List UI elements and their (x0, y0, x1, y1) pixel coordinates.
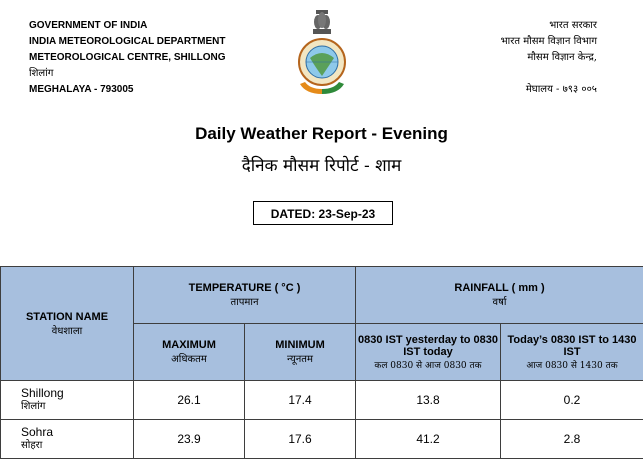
address-en: MEGHALAYA - 793005 (29, 82, 225, 98)
address-hi: मेघालय - ७९३ ००५ (501, 82, 597, 98)
govt-en: GOVERNMENT OF INDIA (29, 18, 225, 34)
govt-hi: भारत सरकार (501, 18, 597, 34)
station-cell: Shillong शिलांग (1, 381, 134, 420)
table-row: Sohra सोहरा 23.9 17.6 41.2 2.8 (1, 420, 643, 459)
header-right: भारत सरकार भारत मौसम विज्ञान विभाग मौसम … (501, 18, 597, 98)
imd-hi: भारत मौसम विज्ञान विभाग (501, 34, 597, 50)
rain-24h-cell: 13.8 (356, 381, 501, 420)
centre-en: METEOROLOGICAL CENTRE, SHILLONG (29, 50, 225, 66)
min-cell: 17.6 (245, 420, 356, 459)
imd-emblem-logo (296, 8, 348, 96)
date-box: DATED: 23-Sep-23 (253, 201, 393, 225)
imd-en: INDIA METEOROLOGICAL DEPARTMENT (29, 34, 225, 50)
rain-24h-cell: 41.2 (356, 420, 501, 459)
report-title-en: Daily Weather Report - Evening (0, 124, 643, 144)
table-row: Shillong शिलांग 26.1 17.4 13.8 0.2 (1, 381, 643, 420)
station-header: STATION NAME वेधशाला (1, 267, 134, 381)
rain-today-cell: 0.2 (501, 381, 643, 420)
ashoka-emblem-icon (313, 10, 331, 34)
rain-today-cell: 2.8 (501, 420, 643, 459)
min-cell: 17.4 (245, 381, 356, 420)
temperature-header: TEMPERATURE ( °C ) तापमान (134, 267, 356, 324)
max-cell: 23.9 (134, 420, 245, 459)
rain-24h-header: 0830 IST yesterday to 0830 IST today कल … (356, 324, 501, 381)
max-cell: 26.1 (134, 381, 245, 420)
weather-table: STATION NAME वेधशाला TEMPERATURE ( °C ) … (0, 266, 643, 459)
maximum-header: MAXIMUM अधिकतम (134, 324, 245, 381)
rain-today-header: Today’s 0830 IST to 1430 IST आज 0830 से … (501, 324, 643, 381)
city-hi: शिलांग (29, 66, 225, 82)
station-cell: Sohra सोहरा (1, 420, 134, 459)
report-title-hi: दैनिक मौसम रिपोर्ट - शाम (0, 153, 643, 176)
header-left: GOVERNMENT OF INDIA INDIA METEOROLOGICAL… (29, 18, 225, 98)
rainfall-header: RAINFALL ( mm ) वर्षा (356, 267, 643, 324)
minimum-header: MINIMUM न्यूनतम (245, 324, 356, 381)
globe-icon (299, 39, 345, 85)
centre-hi: मौसम विज्ञान केन्द्र, (501, 50, 597, 66)
